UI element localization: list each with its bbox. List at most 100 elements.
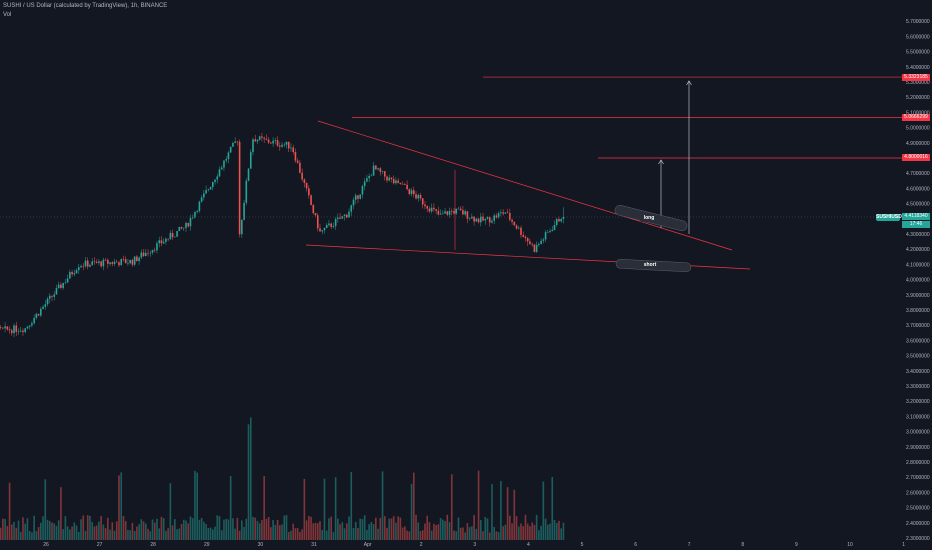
volume-bar <box>180 523 183 540</box>
candle-body <box>62 282 64 288</box>
candle-body <box>361 186 364 195</box>
volume-bar <box>308 516 310 540</box>
candle-body <box>71 272 73 275</box>
price-tick-label: 3.8000000 <box>906 308 930 314</box>
candle-body <box>122 259 125 260</box>
volume-bar <box>64 516 67 540</box>
volume-bar <box>325 530 328 540</box>
volume-bar <box>526 523 529 540</box>
candle-body <box>151 249 154 253</box>
candle-body <box>473 216 475 222</box>
candle-body <box>283 144 286 146</box>
candle-body <box>544 232 547 240</box>
candle-body <box>522 235 525 237</box>
volume-bar <box>37 527 40 540</box>
volume-bar <box>430 530 433 540</box>
volume-bar <box>44 479 47 540</box>
volume-bar <box>475 528 478 540</box>
price-tick-label: 2.7000000 <box>906 475 930 481</box>
volume-bar <box>194 470 196 540</box>
volume-bar <box>314 522 317 540</box>
volume-bar <box>62 529 64 540</box>
volume-bar <box>196 472 198 540</box>
volume-bar <box>506 487 509 540</box>
candle-body <box>158 240 160 244</box>
candle-body <box>209 187 212 190</box>
volume-bar <box>310 516 312 540</box>
price-axis[interactable] <box>902 0 932 550</box>
volume-bar <box>167 528 169 540</box>
wedge-upper-line[interactable] <box>317 120 733 251</box>
candle-body <box>261 136 263 138</box>
volume-bar <box>15 527 18 540</box>
volume-bar <box>515 516 518 540</box>
candle-body <box>493 215 495 221</box>
candle-body <box>350 205 353 212</box>
volume-bar <box>303 478 306 540</box>
volume-bar <box>375 517 377 540</box>
price-tick-label: 4.1000000 <box>906 262 930 268</box>
volume-bar <box>395 522 397 540</box>
time-tick-label: 30 <box>258 542 264 548</box>
candle-body <box>482 216 484 221</box>
candle-body <box>392 179 395 184</box>
price-label: 5.3323185 <box>902 73 930 81</box>
volume-bar <box>413 472 415 540</box>
candle-body <box>6 326 9 330</box>
short-label[interactable]: short <box>641 262 659 269</box>
candle-body <box>459 208 462 211</box>
volume-bar <box>316 523 319 540</box>
countdown-label: 17:46 <box>902 221 930 228</box>
candle-body <box>404 184 406 185</box>
volume-bar <box>182 519 185 540</box>
candle-body <box>395 180 397 184</box>
candle-body <box>517 227 520 229</box>
price-tick-label: 3.5000000 <box>906 354 930 360</box>
volume-bar <box>542 481 545 540</box>
price-tick-label: 2.3000000 <box>906 536 930 542</box>
candle-body <box>337 217 339 220</box>
volume-bar <box>254 517 257 540</box>
volume-bar <box>368 524 370 540</box>
volume-bar <box>104 528 107 540</box>
candle-body <box>176 231 178 237</box>
volume-bar <box>426 515 428 540</box>
candle-body <box>24 328 26 333</box>
volume-bar <box>122 516 125 540</box>
candle-body <box>194 212 196 218</box>
price-tick-label: 3.1000000 <box>906 414 930 420</box>
candle-body <box>127 263 129 264</box>
long-label[interactable]: long <box>640 215 658 222</box>
candle-body <box>497 213 500 218</box>
volume-bar <box>69 529 71 540</box>
volume-bar <box>276 519 279 540</box>
volume-bar <box>84 530 87 540</box>
volume-bar <box>305 520 308 540</box>
volume-bar <box>533 524 536 540</box>
volume-bar <box>176 529 178 540</box>
candle-body <box>410 190 413 195</box>
volume-bar <box>24 523 26 540</box>
candle-body <box>513 221 516 226</box>
volume-bar <box>48 521 51 540</box>
volume-bar <box>502 526 504 540</box>
volume-bar <box>442 519 444 540</box>
candle-body <box>198 201 201 212</box>
candle-body <box>84 260 87 267</box>
volume-bar <box>258 523 261 540</box>
candle-body <box>124 259 127 264</box>
candle-body <box>57 284 60 289</box>
price-tick-label: 5.6000000 <box>906 34 930 40</box>
volume-bar <box>140 519 143 540</box>
volume-bar <box>468 527 471 540</box>
candle-body <box>111 262 114 264</box>
candle-body <box>292 147 294 152</box>
candle-body <box>51 295 53 297</box>
candle-body <box>15 325 18 332</box>
volume-bar <box>93 526 96 540</box>
candle-body <box>80 265 82 268</box>
volume-bar <box>386 527 388 540</box>
candle-body <box>417 195 420 199</box>
candle-body <box>109 262 111 264</box>
